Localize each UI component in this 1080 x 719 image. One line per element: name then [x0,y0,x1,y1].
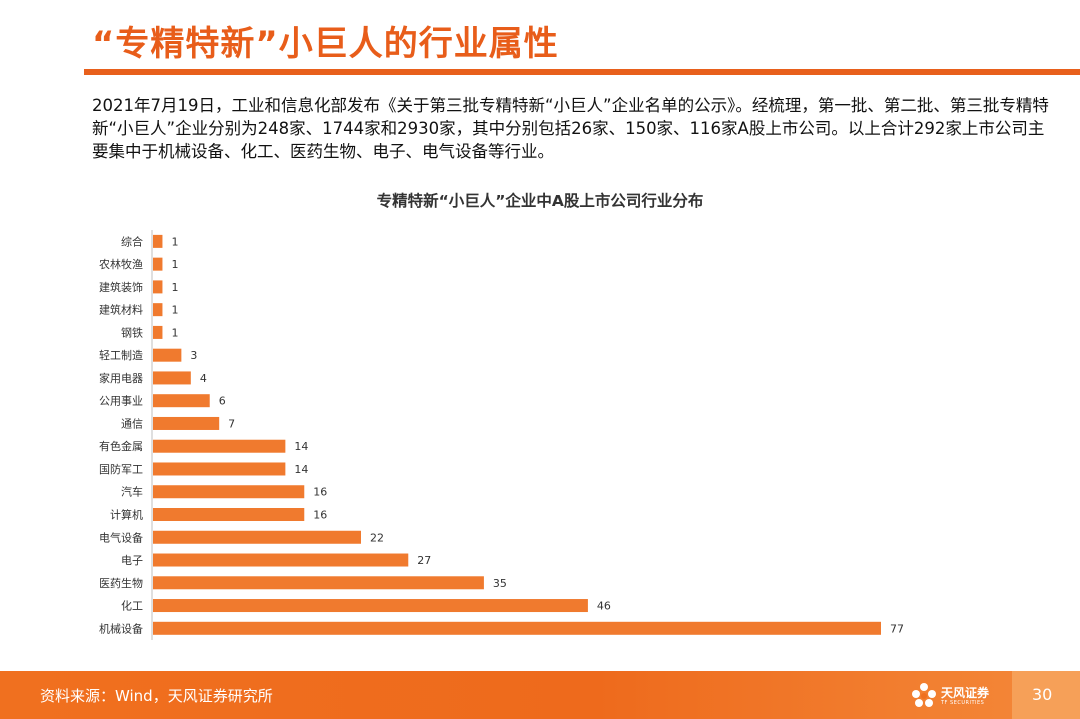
title-divider [84,69,1080,75]
source-note: 资料来源：Wind，天风证券研究所 [40,687,273,705]
data-label: 7 [228,417,235,430]
data-label: 3 [190,349,197,362]
data-label: 16 [313,509,327,522]
bar [153,394,210,408]
page-number-box [1012,671,1080,719]
bar [153,439,286,453]
flower-logo-icon [912,683,936,707]
data-label: 77 [890,622,904,635]
data-label: 1 [171,281,178,294]
category-label: 化工 [121,599,143,613]
category-label: 计算机 [110,508,143,522]
bar [153,485,305,499]
bar [153,234,163,248]
logo-english-name: TF SECURITIES [941,699,985,706]
bar [153,508,305,521]
data-label: 27 [417,554,431,567]
category-label: 医药生物 [99,576,143,590]
brand-logo: 天风证券 TF SECURITIES [911,680,1011,712]
bar [153,280,163,294]
category-label: 家用电器 [99,371,143,385]
page-title: “专精特新”小巨人的行业属性 [92,24,559,64]
data-label: 14 [294,440,308,453]
intro-paragraph: 2021年7月19日，工业和信息化部发布《关于第三批专精特新“小巨人”企业名单的… [92,96,1049,161]
data-label: 1 [171,304,178,317]
data-label: 35 [493,577,507,590]
bar [153,576,484,590]
logo-chinese-name: 天风证券 [941,685,990,700]
category-label: 电气设备 [99,530,143,544]
bar [153,371,191,385]
bar [153,257,163,271]
category-label: 机械设备 [99,621,143,635]
category-label: 综合 [121,234,143,248]
data-label: 1 [171,258,178,271]
data-label: 22 [370,531,384,544]
data-label: 6 [219,395,226,408]
category-label: 钢铁 [121,326,143,339]
data-label: 1 [171,235,178,248]
data-label: 1 [171,326,178,339]
page-number: 30 [1032,685,1053,704]
data-label: 46 [597,600,611,613]
footer-bar: 资料来源：Wind，天风证券研究所 天风证券 TF SECURITIES 30 [0,671,1080,719]
bar [153,325,163,339]
bar [153,462,286,476]
category-label: 公用事业 [99,395,143,408]
bar [153,303,163,317]
category-label: 电子 [121,554,143,567]
bar [153,621,881,635]
category-label: 建筑装饰 [99,280,143,294]
chart-title: 专精特新“小巨人”企业中A股上市公司行业分布 [376,192,704,210]
chart-marks: 综合 1 农林牧渔 1 建筑装饰 1 建筑材料 1 钢铁 1 轻工制造 3 家用电器 4 公用事业 6 通信 7 有… [99,234,904,635]
category-label: 轻工制造 [99,348,143,362]
data-label: 16 [313,486,327,499]
bar [153,348,182,362]
bar [153,530,361,544]
bar [153,599,588,613]
bar [153,416,220,430]
bar [153,553,409,567]
category-label: 有色金属 [99,439,143,453]
category-label: 农林牧渔 [99,257,143,271]
category-label: 汽车 [121,485,143,499]
data-label: 4 [200,372,207,385]
category-label: 通信 [121,417,143,430]
category-label: 建筑材料 [99,303,143,317]
data-label: 14 [294,463,308,476]
category-label: 国防军工 [99,462,143,476]
